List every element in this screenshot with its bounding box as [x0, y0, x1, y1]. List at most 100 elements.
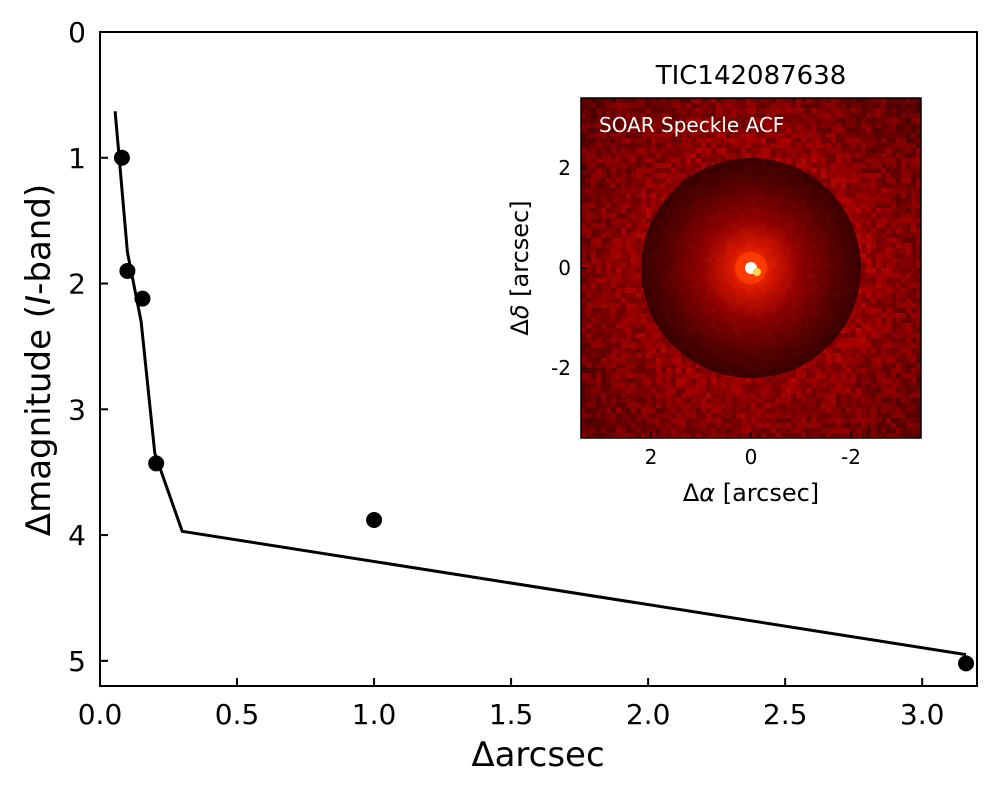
acf-pixel: [911, 293, 916, 298]
acf-pixel: [756, 113, 761, 118]
acf-pixel: [766, 128, 771, 133]
acf-pixel: [846, 153, 851, 158]
acf-pixel: [656, 413, 661, 418]
acf-pixel: [886, 123, 891, 128]
acf-pixel: [636, 183, 641, 188]
acf-pixel: [621, 213, 626, 218]
acf-pixel: [851, 423, 856, 428]
acf-pixel: [721, 153, 726, 158]
acf-pixel: [866, 358, 871, 363]
acf-pixel: [621, 283, 626, 288]
acf-pixel: [636, 353, 641, 358]
acf-pixel: [606, 213, 611, 218]
acf-pixel: [866, 388, 871, 393]
acf-pixel: [831, 343, 836, 348]
acf-pixel: [866, 98, 871, 103]
acf-pixel: [671, 183, 676, 188]
acf-pixel: [581, 343, 586, 348]
acf-pixel: [596, 253, 601, 258]
acf-pixel: [671, 408, 676, 413]
acf-pixel: [691, 433, 696, 438]
acf-pixel: [851, 218, 856, 223]
acf-pixel: [891, 323, 896, 328]
acf-pixel: [831, 378, 836, 383]
acf-pixel: [816, 178, 821, 183]
acf-pixel: [771, 128, 776, 133]
acf-pixel: [676, 398, 681, 403]
acf-pixel: [636, 363, 641, 368]
acf-pixel: [826, 358, 831, 363]
acf-pixel: [891, 263, 896, 268]
acf-pixel: [821, 143, 826, 148]
acf-pixel: [906, 243, 911, 248]
acf-pixel: [586, 348, 591, 353]
acf-pixel: [651, 398, 656, 403]
acf-pixel: [586, 408, 591, 413]
acf-pixel: [596, 113, 601, 118]
acf-pixel: [651, 128, 656, 133]
acf-pixel: [591, 338, 596, 343]
acf-pixel: [901, 188, 906, 193]
acf-pixel: [906, 188, 911, 193]
acf-pixel: [801, 113, 806, 118]
acf-pixel: [866, 408, 871, 413]
acf-pixel: [861, 193, 866, 198]
acf-pixel: [906, 223, 911, 228]
acf-pixel: [676, 178, 681, 183]
acf-pixel: [871, 363, 876, 368]
acf-pixel: [786, 428, 791, 433]
acf-pixel: [646, 323, 651, 328]
acf-pixel: [656, 353, 661, 358]
acf-pixel: [631, 363, 636, 368]
acf-pixel: [896, 373, 901, 378]
acf-pixel: [851, 198, 856, 203]
acf-pixel: [581, 158, 586, 163]
acf-pixel: [901, 423, 906, 428]
acf-pixel: [646, 148, 651, 153]
acf-pixel: [646, 383, 651, 388]
acf-pixel: [806, 163, 811, 168]
acf-pixel: [876, 128, 881, 133]
acf-pixel: [686, 383, 691, 388]
acf-pixel: [916, 153, 921, 158]
acf-pixel: [696, 373, 701, 378]
acf-pixel: [741, 418, 746, 423]
acf-pixel: [666, 378, 671, 383]
acf-pixel: [891, 168, 896, 173]
acf-pixel: [701, 163, 706, 168]
acf-pixel: [911, 173, 916, 178]
acf-pixel: [816, 128, 821, 133]
acf-pixel: [886, 203, 891, 208]
acf-pixel: [651, 103, 656, 108]
acf-pixel: [601, 433, 606, 438]
acf-pixel: [856, 333, 861, 338]
acf-pixel: [856, 423, 861, 428]
acf-pixel: [581, 283, 586, 288]
acf-pixel: [596, 413, 601, 418]
acf-pixel: [621, 273, 626, 278]
acf-pixel: [696, 158, 701, 163]
acf-pixel: [906, 133, 911, 138]
acf-pixel: [596, 278, 601, 283]
acf-pixel: [866, 173, 871, 178]
acf-pixel: [646, 403, 651, 408]
acf-pixel: [626, 293, 631, 298]
acf-pixel: [756, 118, 761, 123]
acf-pixel: [906, 208, 911, 213]
acf-pixel: [861, 128, 866, 133]
acf-pixel: [846, 123, 851, 128]
acf-pixel: [596, 173, 601, 178]
acf-pixel: [866, 258, 871, 263]
acf-pixel: [661, 153, 666, 158]
acf-pixel: [686, 418, 691, 423]
acf-pixel: [841, 353, 846, 358]
acf-pixel: [656, 148, 661, 153]
acf-pixel: [856, 343, 861, 348]
acf-pixel: [586, 148, 591, 153]
acf-pixel: [826, 433, 831, 438]
acf-pixel: [891, 143, 896, 148]
acf-pixel: [856, 218, 861, 223]
acf-pixel: [591, 408, 596, 413]
acf-pixel: [631, 243, 636, 248]
acf-pixel: [581, 293, 586, 298]
